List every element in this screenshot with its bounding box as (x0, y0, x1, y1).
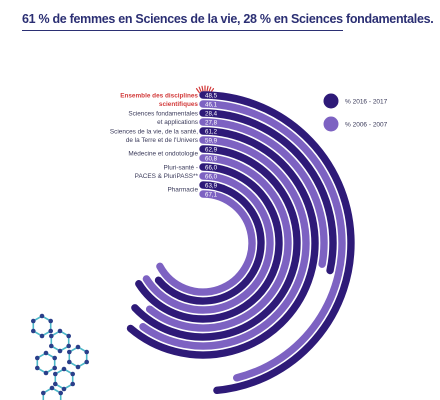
value-label-2016-cat-2: 61,2 (205, 128, 218, 135)
category-label-0-line-0: Ensemble des disciplines (120, 92, 198, 99)
category-label-1-line-1: et applications (157, 119, 198, 126)
category-label-5-line-0: Pharmacie (167, 187, 198, 194)
category-label-2-line-1: de la Terre et de l'Univers (126, 137, 198, 144)
value-label-2006-cat-1: 27,8 (205, 119, 218, 126)
value-label-2016-cat-5: 63,9 (205, 182, 218, 189)
arc-2006-cat-2 (139, 136, 310, 350)
arc-2006-cat-1 (199, 118, 328, 268)
value-label-2006-cat-3: 60,8 (205, 155, 218, 162)
arc-2006-cat-0 (199, 100, 346, 382)
arc-2016-cat-3 (131, 145, 301, 341)
arc-2016-cat-1 (199, 109, 337, 275)
arc-2006-cat-4 (142, 172, 274, 314)
chart-legend: % 2016 - 2017 % 2006 - 2007 (323, 93, 388, 132)
subtitle-underline (22, 30, 343, 31)
category-label-1-line-0: Sciences fondamentales (128, 110, 198, 117)
arc-2016-cat-2 (126, 127, 319, 359)
highlight-sparkle-icon (195, 85, 215, 94)
value-label-2006-cat-0: 46,1 (205, 101, 218, 108)
value-label-2016-cat-0: 48,5 (205, 92, 218, 99)
chart-subtitle: 61 % de femmes en Sciences de la vie, 28… (22, 12, 434, 26)
value-label-2016-cat-3: 62,9 (205, 146, 218, 153)
category-label-2-line-0: Sciences de la vie, de la santé, (110, 128, 198, 135)
molecule-decoration-icon (31, 313, 89, 400)
legend-label-2006: % 2006 - 2007 (345, 122, 388, 129)
arc-2006-cat-5 (156, 190, 256, 296)
category-label-4-line-1: PACES & PluriPASS** (135, 173, 199, 180)
legend-marker-2006 (323, 116, 339, 132)
arc-2016-cat-4 (135, 163, 283, 323)
arc-2006-cat-3 (145, 154, 292, 332)
chart-arcs (126, 91, 355, 395)
arc-2016-cat-0 (199, 91, 355, 395)
value-label-2006-cat-4: 66,0 (205, 173, 218, 180)
category-label-3-line-0: Médecine et ondotologie (128, 151, 198, 158)
legend-label-2016: % 2016 - 2017 (345, 99, 388, 106)
value-label-2006-cat-5: 67,1 (205, 191, 218, 198)
chart-value-labels: 48,5 46,1 28,4 27,8 61,2 59,9 62,9 60,8 66,0 66,0… (205, 92, 218, 198)
arc-2016-cat-5 (154, 181, 265, 305)
value-label-2016-cat-1: 28,4 (205, 110, 218, 117)
category-label-0-line-1: scientifiques (159, 101, 199, 108)
chart-category-labels: Ensemble des disciplines scientifiques Sci… (110, 92, 199, 193)
value-label-2006-cat-2: 59,9 (205, 137, 218, 144)
value-label-2016-cat-4: 66,0 (205, 164, 218, 171)
legend-marker-2016 (323, 93, 339, 109)
category-label-4-line-0: Pluri-santé - (164, 164, 198, 171)
